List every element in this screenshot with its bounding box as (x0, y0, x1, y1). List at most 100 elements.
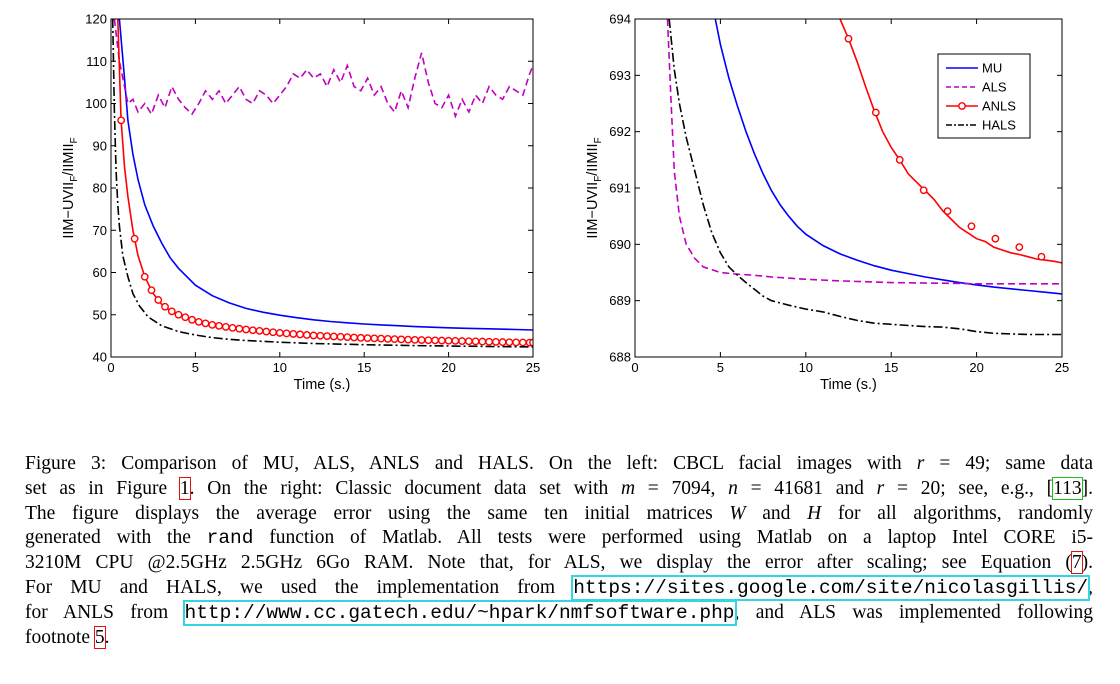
series-marker-anls (505, 338, 514, 347)
y-tick-label: 50 (93, 307, 107, 322)
caption-line-3: The figure displays the average error us… (25, 502, 1093, 527)
series-marker-anls (967, 222, 976, 231)
x-axis-label: Time (s.) (294, 377, 351, 393)
caption-text: , (1088, 576, 1093, 598)
left-chart: 0 5 10 15 20 25 40 50 60 70 80 90 100 110 120 Time (s.)… (0, 0, 560, 405)
x-tick-label: 0 (107, 360, 114, 375)
figure-caption: Figure 3: Comparison of MU, ALS, ANLS an… (25, 452, 1093, 650)
legend-label-mu: MU (982, 61, 1002, 76)
y-axis-label: IIM−UVIIF/IIMIIF (61, 137, 80, 238)
y-tick-label: 689 (609, 293, 631, 308)
series-marker-anls (242, 325, 250, 334)
y-tick-label: 693 (609, 68, 631, 83)
series-marker-anls (437, 336, 446, 345)
series-marker-anls (174, 310, 183, 319)
footnote-ref-link[interactable]: 5 (93, 625, 106, 649)
series-marker-anls (363, 334, 372, 343)
series-marker-anls (194, 317, 203, 326)
series-line-als (666, 19, 1062, 285)
url-link[interactable]: https://sites.google.com/site/nicolasgil… (571, 574, 1091, 601)
figure-label: Figure 3: (25, 453, 107, 474)
plot-area (111, 19, 533, 348)
series-marker-anls (188, 315, 196, 324)
caption-text: , and ALS was implemented following (734, 601, 1093, 623)
legend-label-hals: HALS (982, 118, 1016, 133)
series-marker-anls (871, 108, 880, 117)
x-tick-label: 5 (192, 360, 199, 375)
series-marker-anls (275, 329, 284, 337)
series-line-mu (118, 19, 533, 331)
citation-link[interactable]: 113 (1052, 476, 1083, 500)
series-marker-anls (431, 336, 439, 345)
caption-text: and (745, 502, 808, 524)
caption-line-1: Figure 3: Comparison of MU, ALS, ANLS an… (25, 452, 1093, 477)
y-tick-label: 110 (86, 54, 107, 69)
caption-math: W (729, 502, 746, 524)
x-tick-label: 15 (884, 360, 898, 375)
series-marker-anls (248, 326, 257, 335)
x-tick-label: 10 (273, 360, 287, 375)
caption-text: = 41681 and (737, 477, 877, 499)
series-marker-anls (485, 337, 494, 346)
series-marker-anls (309, 331, 318, 340)
series-marker-anls (356, 333, 365, 342)
series-marker-anls (167, 307, 176, 316)
caption-line-4: generated with the rand function of Matl… (25, 526, 1093, 551)
series-line-als (113, 19, 533, 119)
code-text: rand (206, 527, 254, 550)
series-marker-anls (464, 337, 473, 346)
series-marker-anls (370, 334, 379, 343)
series-marker-anls (154, 296, 163, 304)
series-marker-anls (336, 332, 345, 341)
y-tick-label: 120 (85, 12, 107, 27)
x-tick-label: 10 (799, 360, 813, 375)
equation-ref-link[interactable]: 7 (1070, 551, 1083, 575)
caption-text: ]. (1081, 477, 1094, 499)
series-marker-anls (1015, 243, 1024, 252)
series-marker-anls (895, 155, 904, 164)
x-tick-label: 5 (717, 360, 724, 375)
y-tick-label: 688 (609, 350, 631, 365)
figure-ref-link[interactable]: 1 (178, 476, 191, 500)
plot-frame (110, 18, 534, 358)
series-marker-anls (302, 331, 311, 339)
caption-text: for ANLS from (25, 601, 185, 623)
right-chart: 0 5 10 15 20 25 688 689 690 691 692 693 694 Time (s.)… (560, 0, 1120, 405)
caption-text: for all algorithms, randomly (821, 502, 1093, 524)
series-line-hals (668, 19, 1062, 336)
caption-text: . On the right: Classic document data se… (189, 477, 621, 499)
series-marker-anls (228, 323, 237, 332)
series-line-hals (111, 19, 533, 348)
series-marker-anls (329, 332, 338, 341)
y-tick-label: 70 (93, 223, 107, 238)
series-marker-anls (316, 331, 325, 340)
caption-text: generated with the (25, 527, 207, 549)
x-tick-label: 25 (526, 360, 540, 375)
series-marker-anls (478, 337, 487, 346)
caption-math: H (807, 502, 822, 524)
y-axis-label-subscript: F (69, 137, 80, 143)
caption-text: set as in Figure (25, 477, 180, 499)
y-tick-label: 690 (609, 237, 631, 252)
series-marker-anls (147, 286, 156, 295)
series-marker-anls (458, 337, 467, 345)
series-marker-anls (130, 234, 139, 243)
series-marker-anls (943, 207, 952, 215)
series-marker-anls (282, 329, 291, 338)
x-tick-label: 20 (969, 360, 983, 375)
y-axis-label-part: IIM−UVII (61, 182, 77, 239)
y-axis-label-part: IIM−UVII (585, 182, 601, 239)
series-marker-anls (289, 330, 298, 338)
y-tick-label: 90 (93, 138, 107, 153)
series-marker-anls (491, 338, 500, 346)
caption-text: = 49; same data (924, 453, 1093, 474)
url-link[interactable]: http://www.cc.gatech.edu/~hpark/nmfsoftw… (182, 599, 737, 626)
caption-text: footnote (25, 626, 95, 648)
series-marker-anls (844, 34, 853, 43)
y-tick-label: 60 (93, 265, 107, 280)
caption-line-6: For MU and HALS, we used the implementat… (25, 574, 1093, 601)
caption-text: For MU and HALS, we used the implementat… (25, 576, 574, 598)
y-tick-label: 100 (85, 96, 107, 111)
right-chart-svg: 0 5 10 15 20 25 688 689 690 691 692 693 694 Time (s.)… (585, 12, 1069, 394)
series-marker-anls (296, 330, 304, 339)
